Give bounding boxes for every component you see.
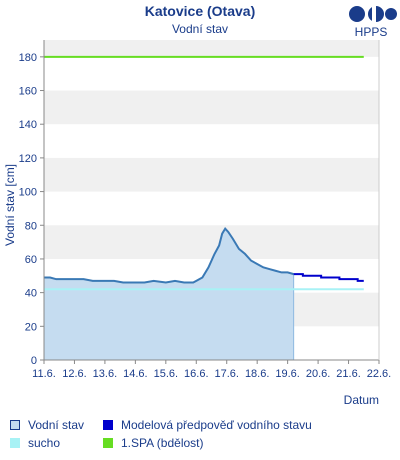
chart-axes	[43, 40, 380, 361]
logo-circle-left	[349, 6, 365, 22]
grid-band	[44, 90, 379, 125]
x-tick-label: 14.6.	[123, 368, 147, 380]
y-tick-label: 160	[19, 86, 37, 98]
x-axis-label: Datum	[344, 393, 379, 407]
grid-band	[44, 225, 379, 259]
legend-swatch-vodni-stav	[10, 420, 20, 430]
plot-background-bands	[44, 40, 379, 327]
x-tick-label: 15.6.	[154, 368, 178, 380]
y-axis-label: Vodní stav [cm]	[3, 164, 17, 246]
logo-text: HPPS	[355, 25, 388, 39]
x-axis-ticks: 11.6. 12.6. 13.6. 14.6. 15.6. 16.6. 17.6. 18.6.…	[32, 360, 391, 380]
y-tick-label: 140	[19, 119, 37, 131]
x-tick-label: 13.6.	[93, 368, 117, 380]
x-tick-label: 11.6.	[32, 368, 56, 380]
x-tick-label: 18.6.	[245, 368, 269, 380]
series-line-vodn-stav	[44, 226, 294, 284]
legend-swatch-spa1	[103, 438, 113, 448]
legend-item-sucho: sucho	[10, 436, 60, 452]
y-tick-label: 120	[19, 153, 37, 165]
logo-gap	[372, 4, 376, 24]
chart-title: Katovice (Otava)	[145, 3, 255, 19]
x-tick-label: 22.6.	[367, 368, 391, 380]
legend-swatch-sucho	[10, 438, 20, 448]
legend-label-spa1: 1.SPA (bdělost)	[121, 436, 204, 450]
legend-item-vodni-stav: Vodní stav	[10, 418, 84, 434]
legend-item-spa1: 1.SPA (bdělost)	[103, 436, 204, 452]
y-axis-ticks: 0 20 40 60 80 100 120 140 160 180	[19, 52, 44, 367]
y-tick-label: 40	[25, 288, 37, 300]
y-tick-label: 20	[25, 321, 37, 333]
hydrograph-chart: Katovice (Otava) Vodní stav HPPS 0 20 40 60…	[3, 3, 397, 407]
chart-subtitle: Vodní stav	[172, 22, 228, 36]
y-tick-label: 100	[19, 187, 37, 199]
x-tick-label: 20.6.	[306, 368, 330, 380]
legend-label-forecast: Modelová předpověď vodního stavu	[121, 418, 312, 432]
legend-swatch-forecast	[103, 420, 113, 430]
legend-label-vodni-stav: Vodní stav	[28, 418, 85, 432]
logo-circle-right	[385, 8, 397, 20]
x-tick-label: 17.6.	[214, 368, 238, 380]
legend-item-forecast: Modelová předpověď vodního stavu	[103, 418, 312, 434]
x-tick-label: 16.6.	[184, 368, 208, 380]
x-tick-label: 21.6.	[336, 368, 360, 380]
y-tick-label: 80	[25, 220, 37, 232]
y-tick-label: 180	[19, 52, 37, 64]
series-step-modelov-p-edpov-vodn-ho-stavu	[293, 273, 364, 282]
hpps-logo: HPPS	[349, 4, 397, 39]
grid-band	[44, 157, 379, 192]
legend-label-sucho: sucho	[28, 436, 61, 450]
y-tick-label: 0	[31, 355, 37, 367]
x-tick-label: 12.6.	[62, 368, 86, 380]
grid-band	[44, 40, 379, 57]
y-tick-label: 60	[25, 254, 37, 266]
series-layer	[43, 55, 364, 361]
x-tick-label: 19.6.	[275, 368, 299, 380]
